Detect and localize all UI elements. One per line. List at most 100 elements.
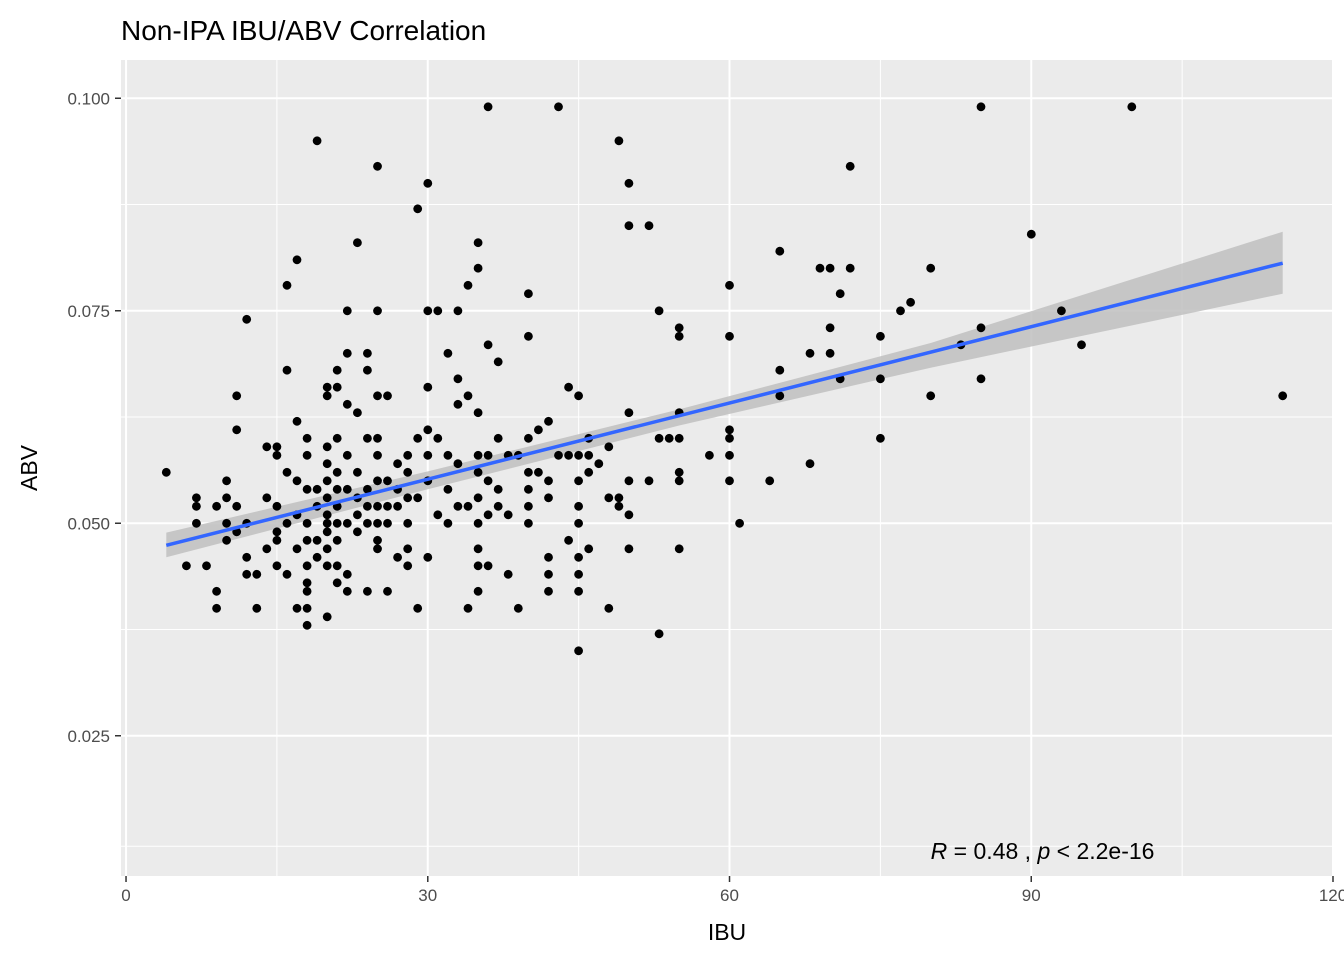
data-point bbox=[604, 603, 614, 613]
data-point bbox=[272, 561, 282, 571]
data-point bbox=[322, 561, 332, 571]
data-point bbox=[564, 535, 573, 545]
data-point bbox=[272, 442, 282, 452]
data-point bbox=[926, 263, 936, 273]
data-point bbox=[363, 433, 372, 443]
data-point bbox=[322, 382, 332, 392]
data-point bbox=[876, 433, 885, 443]
data-point bbox=[212, 586, 222, 596]
data-point bbox=[624, 510, 634, 520]
data-point bbox=[302, 578, 312, 588]
data-point bbox=[332, 535, 342, 545]
data-point bbox=[262, 493, 272, 503]
data-point bbox=[725, 433, 734, 443]
data-point bbox=[292, 544, 302, 554]
data-point bbox=[765, 476, 775, 486]
data-point bbox=[453, 306, 463, 316]
data-point bbox=[544, 493, 553, 503]
data-point bbox=[473, 561, 483, 571]
data-point bbox=[473, 586, 483, 596]
data-point bbox=[403, 561, 413, 571]
x-tick-label: 30 bbox=[418, 886, 437, 905]
data-point bbox=[322, 459, 332, 469]
data-point bbox=[353, 467, 362, 477]
data-point bbox=[363, 501, 372, 511]
data-point bbox=[775, 391, 785, 401]
data-point bbox=[564, 382, 573, 392]
data-point bbox=[705, 450, 714, 460]
data-point bbox=[383, 586, 392, 596]
data-point bbox=[192, 518, 201, 528]
data-point bbox=[453, 399, 463, 409]
data-point bbox=[302, 484, 312, 494]
data-point bbox=[363, 586, 372, 596]
data-point bbox=[544, 476, 553, 486]
data-point bbox=[413, 603, 423, 613]
data-point bbox=[473, 493, 483, 503]
data-point bbox=[624, 544, 634, 554]
data-point bbox=[544, 569, 553, 579]
data-point bbox=[524, 433, 533, 443]
data-point bbox=[624, 408, 634, 418]
data-point bbox=[1077, 340, 1086, 350]
data-point bbox=[473, 544, 483, 554]
data-point bbox=[222, 518, 232, 528]
data-point bbox=[302, 620, 312, 630]
trend-line-layer bbox=[165, 261, 1284, 548]
data-point bbox=[423, 450, 433, 460]
data-point bbox=[302, 535, 312, 545]
data-point bbox=[453, 459, 463, 469]
data-point bbox=[403, 544, 413, 554]
data-point bbox=[292, 416, 302, 426]
data-point bbox=[322, 391, 332, 401]
data-point bbox=[192, 493, 201, 503]
data-point bbox=[302, 518, 312, 528]
data-point bbox=[403, 467, 413, 477]
data-point bbox=[262, 442, 272, 452]
data-point bbox=[332, 433, 342, 443]
data-point bbox=[574, 646, 583, 656]
data-point bbox=[976, 323, 986, 333]
data-point bbox=[614, 493, 624, 503]
data-point bbox=[674, 331, 684, 341]
data-point bbox=[292, 255, 302, 265]
y-axis-title: ABV bbox=[16, 444, 42, 491]
data-point bbox=[373, 518, 382, 528]
data-point bbox=[242, 569, 252, 579]
data-point bbox=[202, 561, 211, 571]
data-point bbox=[654, 306, 664, 316]
data-point bbox=[443, 450, 453, 460]
data-point bbox=[554, 102, 563, 112]
data-point bbox=[222, 476, 232, 486]
data-point bbox=[272, 527, 282, 537]
data-point bbox=[332, 561, 342, 571]
p-symbol: p bbox=[1036, 838, 1050, 864]
data-point bbox=[574, 476, 583, 486]
data-point bbox=[302, 603, 312, 613]
data-point bbox=[473, 467, 483, 477]
data-point bbox=[564, 450, 573, 460]
data-point bbox=[393, 501, 402, 511]
data-point bbox=[262, 544, 272, 554]
data-point bbox=[614, 136, 624, 146]
data-point bbox=[524, 518, 533, 528]
data-point bbox=[624, 178, 634, 188]
data-point bbox=[373, 476, 382, 486]
y-tick-label: 0.050 bbox=[67, 514, 110, 533]
data-point bbox=[725, 331, 734, 341]
data-point bbox=[373, 544, 382, 554]
data-point bbox=[353, 510, 362, 520]
r-value-text: = 0.48 , bbox=[947, 838, 1037, 864]
data-point bbox=[393, 459, 402, 469]
data-point bbox=[312, 484, 322, 494]
data-point bbox=[363, 518, 372, 528]
data-point bbox=[876, 331, 885, 341]
data-point bbox=[453, 374, 463, 384]
data-point bbox=[322, 518, 332, 528]
data-point bbox=[342, 518, 352, 528]
data-point bbox=[493, 433, 503, 443]
data-point bbox=[322, 493, 332, 503]
data-point bbox=[373, 450, 382, 460]
data-point bbox=[876, 374, 885, 384]
data-point bbox=[252, 603, 262, 613]
